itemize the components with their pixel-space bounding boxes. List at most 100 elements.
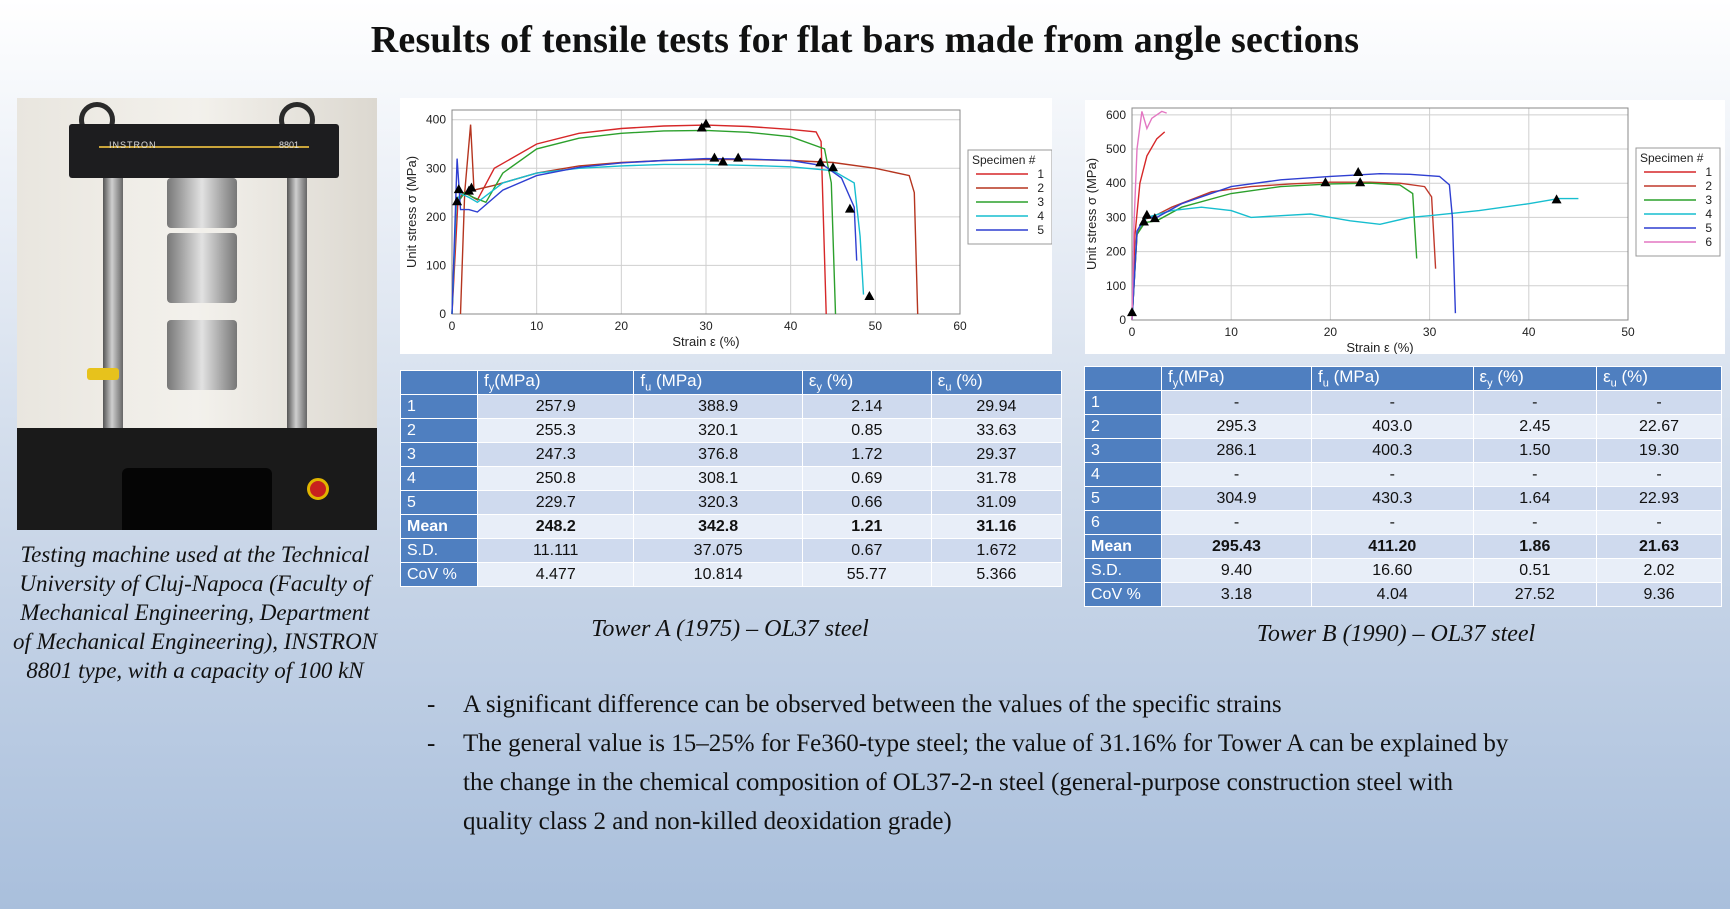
table-cell: 250.8 [476, 466, 635, 491]
table-cell: - [1596, 390, 1722, 415]
table-row: 2 255.3 320.1 0.85 33.63 [400, 418, 1063, 443]
x-tick-label: 20 [615, 319, 629, 333]
x-axis-label: Strain ε (%) [672, 334, 739, 349]
legend-label: 5 [1037, 223, 1044, 237]
column-header: εy (%) [801, 370, 932, 395]
table-cell: 3.18 [1161, 582, 1312, 607]
table-cell: - [1472, 390, 1598, 415]
y-tick-label: 600 [1106, 108, 1126, 122]
y-tick-label: 500 [1106, 142, 1126, 156]
x-tick-label: 0 [1129, 325, 1136, 339]
x-tick-label: 30 [699, 319, 713, 333]
y-tick-label: 200 [426, 210, 446, 224]
legend-label: 6 [1705, 235, 1712, 249]
table-cell: 1.21 [801, 514, 932, 539]
series-line-1 [1131, 131, 1166, 321]
machine-model: 8801 [279, 140, 300, 150]
marker-triangle [453, 184, 464, 194]
table-cell: 16.60 [1310, 558, 1474, 583]
marker-triangle [709, 152, 720, 162]
marker-triangle [1551, 194, 1562, 204]
marker-triangle [815, 157, 826, 167]
y-tick-label: 300 [426, 161, 446, 175]
series-line-2 [1131, 181, 1437, 321]
x-tick-label: 10 [530, 319, 544, 333]
column-header: fy(MPa) [1161, 366, 1312, 391]
legend-box [967, 149, 1052, 245]
table-cell: 9.40 [1161, 558, 1312, 583]
row-label: 3 [400, 442, 478, 467]
x-tick-label: 50 [869, 319, 883, 333]
row-label: 3 [1084, 438, 1162, 463]
table-cell: 29.94 [930, 394, 1063, 419]
machine-column-left [103, 178, 123, 478]
chart-tower-a-svg: 0 10 20 30 40 50 60 0 100 200 300 400 Strain ε (%) Un… [404, 109, 1052, 349]
x-axis-label: Strain ε (%) [1346, 340, 1413, 354]
row-label: S.D. [400, 538, 478, 563]
column-header: εu (%) [930, 370, 1063, 395]
table-corner [1084, 366, 1162, 391]
x-tick-label: 30 [1423, 325, 1437, 339]
finding-item: The general value is 15–25% for Fe360-ty… [425, 724, 1525, 841]
y-tick-label: 400 [426, 113, 446, 127]
table-cell: 0.85 [801, 418, 932, 443]
row-label: 2 [400, 418, 478, 443]
table-row: 4---- [1084, 462, 1722, 487]
series-line-5 [451, 157, 858, 315]
row-label: 5 [1084, 486, 1162, 511]
legend-label: 2 [1037, 181, 1044, 195]
machine-brand: INSTRON [109, 140, 157, 150]
page-title: Results of tensile tests for flat bars m… [370, 19, 1360, 61]
marker-triangle [828, 162, 838, 172]
table-cell: 255.3 [476, 418, 635, 443]
table-row: Mean 295.43 411.20 1.86 21.63 [1084, 534, 1722, 559]
table-cell: 22.67 [1596, 414, 1722, 439]
table-cell: 257.9 [476, 394, 635, 419]
row-label: S.D. [1084, 558, 1162, 583]
marker-triangle [466, 182, 477, 192]
legend-label: 4 [1705, 207, 1712, 221]
row-label: 4 [1084, 462, 1162, 487]
testing-machine-photo: INSTRON 8801 [17, 98, 377, 530]
table-cell: 1.672 [930, 538, 1063, 563]
legend-label: 4 [1037, 209, 1044, 223]
y-tick-label: 300 [1106, 210, 1126, 224]
marker-triangle [701, 118, 711, 128]
column-header: εu (%) [1596, 366, 1722, 391]
table-cell: 31.78 [930, 466, 1063, 491]
table-cell: - [1596, 510, 1722, 535]
table-cell: 1.72 [801, 442, 932, 467]
column-header: fu (MPa) [1310, 366, 1474, 391]
upper-grip [167, 233, 237, 303]
table-cell: 411.20 [1310, 534, 1474, 559]
table-cell: 320.1 [633, 418, 803, 443]
photo-caption: Testing machine used at the Technical Un… [12, 542, 378, 683]
machine-column-right [287, 178, 307, 478]
table-row: Mean 248.2 342.8 1.21 31.16 [400, 514, 1063, 539]
legend-label: 2 [1705, 179, 1712, 193]
plot-frame [1131, 107, 1629, 321]
legend-label: 1 [1037, 167, 1044, 181]
table-cell: 1.64 [1472, 486, 1598, 511]
row-label: Mean [1084, 534, 1162, 559]
table-cell: 2.02 [1596, 558, 1722, 583]
marker-triangle [864, 291, 875, 300]
table-cell: - [1161, 390, 1312, 415]
row-label: 4 [400, 466, 478, 491]
marker-triangle [452, 196, 463, 206]
table-cell: 376.8 [633, 442, 803, 467]
marker-triangle [1353, 166, 1364, 176]
marker-triangle [1149, 213, 1160, 223]
table-row: S.D. 9.40 16.60 0.51 2.02 [1084, 558, 1722, 583]
table-cell: 400.3 [1310, 438, 1474, 463]
series-line-5 [1131, 172, 1457, 321]
marker-triangle [1355, 177, 1366, 187]
table-cell: - [1161, 462, 1312, 487]
table-cell: 342.8 [633, 514, 803, 539]
table-cell: 4.04 [1310, 582, 1474, 607]
table-row: 4 250.8 308.1 0.69 31.78 [400, 466, 1063, 491]
table-cell: 320.3 [633, 490, 803, 515]
table-cell: 388.9 [633, 394, 803, 419]
plot-frame [451, 109, 961, 315]
